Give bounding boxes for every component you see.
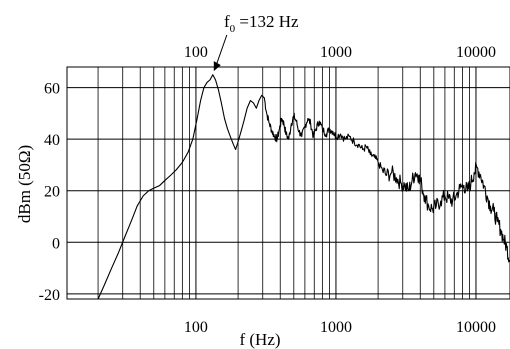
x-tick-label-top: 10000 bbox=[456, 44, 496, 61]
x-tick-label-bottom: 100 bbox=[184, 319, 208, 336]
spectrum-trace bbox=[97, 74, 510, 300]
y-tick-label: -20 bbox=[39, 287, 60, 304]
x-axis-label: f (Hz) bbox=[239, 330, 280, 349]
annotation-arrow-head bbox=[213, 61, 221, 72]
annotation-label: f0 =132 Hz bbox=[224, 12, 299, 35]
x-tick-label-bottom: 1000 bbox=[320, 319, 352, 336]
x-tick-label-bottom: 10000 bbox=[456, 319, 496, 336]
data-series bbox=[97, 74, 510, 300]
x-tick-labels-bottom: 100 1000 10000 bbox=[184, 319, 496, 336]
peak-annotation: f0 =132 Hz bbox=[213, 12, 299, 72]
y-tick-label: 20 bbox=[44, 184, 60, 201]
x-tick-labels-top: 100 1000 10000 bbox=[184, 44, 496, 61]
y-tick-label: 0 bbox=[52, 235, 60, 252]
y-tick-label: 60 bbox=[44, 81, 60, 98]
y-axis-label: dBm (50Ω) bbox=[15, 145, 34, 223]
x-tick-label-top: 100 bbox=[184, 44, 208, 61]
grid bbox=[67, 67, 510, 299]
frame bbox=[66, 66, 510, 300]
y-tick-label: 40 bbox=[44, 132, 60, 149]
x-tick-label-top: 1000 bbox=[320, 44, 352, 61]
y-tick-labels: 60 40 20 0 -20 bbox=[39, 81, 60, 304]
plot-border bbox=[66, 66, 510, 300]
